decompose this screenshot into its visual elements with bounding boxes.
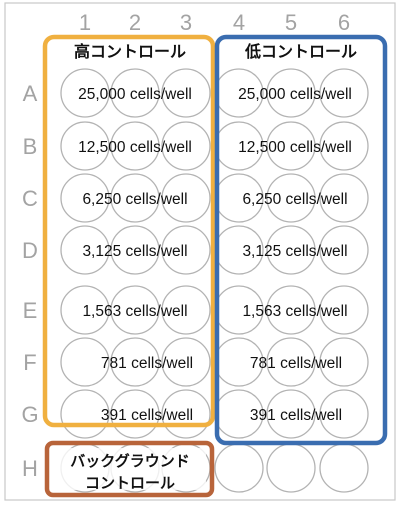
well-d3 [161, 225, 211, 275]
low-density-label: 781 cells/well [250, 355, 342, 372]
well-e6 [319, 285, 369, 335]
background-control-box [44, 440, 215, 498]
high-control-title: 高コントロール [74, 42, 186, 61]
row-label-c: C [22, 186, 38, 211]
well-e2 [110, 285, 160, 335]
row-label-g: G [21, 402, 38, 427]
low-density-label: 391 cells/well [250, 407, 342, 424]
well-f6 [319, 337, 369, 387]
high-density-label: 3,125 cells/well [82, 243, 187, 260]
well-h5 [266, 443, 316, 493]
well-d6 [319, 225, 369, 275]
well-a2 [110, 68, 160, 118]
well-a5 [266, 68, 316, 118]
well-f5 [266, 337, 316, 387]
column-label-5: 5 [285, 10, 297, 35]
high-density-label: 6,250 cells/well [82, 191, 187, 208]
low-control-box [214, 34, 388, 446]
well-f3 [161, 337, 211, 387]
high-density-label: 25,000 cells/well [78, 86, 192, 103]
high-density-label: 391 cells/well [101, 407, 193, 424]
background-title-backdrop [54, 448, 206, 490]
row-label-f: F [23, 350, 36, 375]
well-c5 [266, 173, 316, 223]
well-a1 [60, 68, 110, 118]
well-a6 [319, 68, 369, 118]
well-c3 [161, 173, 211, 223]
column-label-1: 1 [79, 10, 91, 35]
well-e5 [266, 285, 316, 335]
well-b1 [60, 121, 110, 171]
low-density-label: 6,250 cells/well [242, 191, 347, 208]
well-g6 [319, 389, 369, 439]
low-density-label: 25,000 cells/well [238, 86, 352, 103]
column-label-4: 4 [233, 10, 245, 35]
column-labels: 1 2 3 4 5 6 [79, 10, 350, 35]
well-b5 [266, 121, 316, 171]
high-density-label: 781 cells/well [101, 355, 193, 372]
well-e3 [161, 285, 211, 335]
well-c6 [319, 173, 369, 223]
high-density-label: 1,563 cells/well [82, 303, 187, 320]
row-label-d: D [22, 238, 38, 263]
low-density-label: 1,563 cells/well [242, 303, 347, 320]
well-f1 [60, 337, 110, 387]
column-label-2: 2 [129, 10, 141, 35]
well-f2 [110, 337, 160, 387]
well-b6 [319, 121, 369, 171]
column-label-3: 3 [180, 10, 192, 35]
row-labels: A B C D E F G H [21, 81, 38, 481]
well-b2 [110, 121, 160, 171]
well-e1 [60, 285, 110, 335]
low-title-backdrop [229, 40, 373, 62]
well-d1 [60, 225, 110, 275]
row-label-a: A [23, 81, 38, 106]
row-label-b: B [23, 134, 38, 159]
well-d2 [110, 225, 160, 275]
low-density-label: 3,125 cells/well [242, 243, 347, 260]
well-g5 [266, 389, 316, 439]
column-label-6: 6 [338, 10, 350, 35]
high-control-box [42, 34, 216, 428]
well-a3 [161, 68, 211, 118]
well-h6 [319, 443, 369, 493]
row-label-e: E [23, 298, 38, 323]
well-c2 [110, 173, 160, 223]
low-density-label: 12,500 cells/well [238, 139, 352, 156]
high-density-label: 12,500 cells/well [78, 139, 192, 156]
wells [60, 68, 369, 493]
background-control-title-line2: コントロール [85, 474, 175, 492]
well-b3 [161, 121, 211, 171]
row-label-h: H [22, 456, 38, 481]
well-c1 [60, 173, 110, 223]
well-h4 [214, 443, 264, 493]
well-d5 [266, 225, 316, 275]
low-control-title: 低コントロール [244, 42, 357, 61]
high-title-backdrop [58, 40, 202, 62]
density-labels: 25,000 cells/well 12,500 cells/well 6,250 … [78, 86, 352, 424]
background-control-title-line1: バックグラウンド [70, 452, 189, 470]
